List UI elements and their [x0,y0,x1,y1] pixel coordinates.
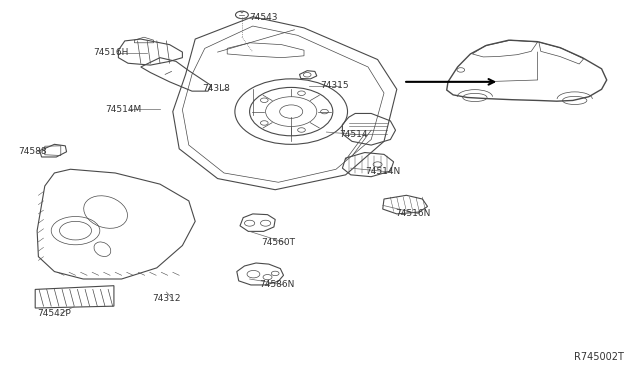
Text: 74542P: 74542P [37,309,71,318]
Text: 74586N: 74586N [259,280,294,289]
Text: 74516H: 74516H [93,48,128,57]
Text: 743L8: 743L8 [202,84,230,93]
Text: 74315: 74315 [320,81,349,90]
Text: 74514N: 74514N [365,167,400,176]
Text: 74543: 74543 [250,13,278,22]
Text: 74516N: 74516N [396,209,431,218]
Text: 74560T: 74560T [261,238,295,247]
Text: 74514M: 74514M [106,105,142,114]
Text: R745002T: R745002T [574,352,624,362]
Text: 74588: 74588 [18,147,47,156]
Text: 74312: 74312 [152,294,181,303]
Text: 74514: 74514 [339,130,368,139]
